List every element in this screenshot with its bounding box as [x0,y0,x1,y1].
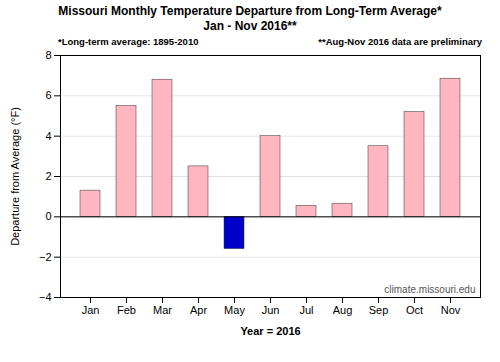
html-text:*Long-term average: 1895-2010: *Long-term average: 1895-2010 [58,36,199,47]
svg-text:Aug: Aug [333,304,353,316]
svg-text:Feb: Feb [117,304,136,316]
svg-text:Nov: Nov [441,304,461,316]
svg-text:Apr: Apr [190,304,207,316]
svg-text:Year = 2016: Year = 2016 [240,325,300,337]
svg-text:Mar: Mar [153,304,172,316]
svg-text:−4: −4 [39,291,52,303]
svg-text:May: May [224,304,245,316]
svg-text:Oct: Oct [406,304,423,316]
svg-text:6: 6 [45,89,51,101]
svg-text:8: 8 [45,49,51,61]
svg-text:Jul: Jul [299,304,313,316]
svg-text:−2: −2 [39,251,52,263]
html-text:Missouri Monthly Temperature D: Missouri Monthly Temperature Departure f… [58,4,442,18]
html-text:Jan - Nov 2016**: Jan - Nov 2016** [203,19,297,33]
svg-text:Sep: Sep [369,304,389,316]
svg-text:climate.missouri.edu: climate.missouri.edu [384,284,475,295]
svg-text:Departure from Average (°F): Departure from Average (°F) [9,107,21,246]
html-text:**Aug-Nov 2016 data are prelim: **Aug-Nov 2016 data are preliminary [318,36,482,47]
svg-text:Jun: Jun [262,304,280,316]
svg-text:0: 0 [45,210,51,222]
svg-text:Jan: Jan [82,304,100,316]
svg-text:2: 2 [45,170,51,182]
svg-text:4: 4 [45,130,51,142]
